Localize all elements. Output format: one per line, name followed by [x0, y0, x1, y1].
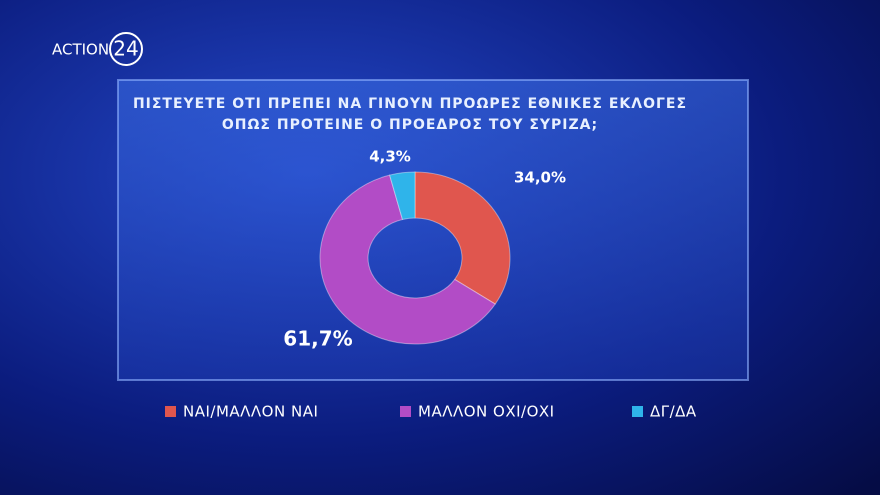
slice — [319, 174, 496, 345]
legend-swatch — [632, 406, 643, 417]
legend-label: ΜΑΛΛΟΝ ΟΧΙ/ΟΧΙ — [418, 403, 555, 421]
slice — [414, 171, 511, 305]
chart-title: ΟΠΩΣ ΠΡΟΤΕΙΝΕ Ο ΠΡΟΕΔΡΟΣ ΤΟΥ ΣΥΡΙΖΑ; — [222, 117, 598, 133]
value-label: 34,0% — [514, 169, 566, 187]
chart-title: ΠΙΣΤΕΥΕΤΕ ΟΤΙ ΠΡΕΠΕΙ ΝΑ ΓΙΝΟΥΝ ΠΡΟΩΡΕΣ Ε… — [133, 96, 687, 112]
logo-text: ACTION — [52, 41, 109, 59]
legend-label: ΔΓ/ΔΑ — [650, 403, 697, 421]
value-label: 61,7% — [283, 327, 352, 351]
legend-label: ΝΑΙ/ΜΑΛΛΟΝ ΝΑΙ — [183, 403, 318, 421]
value-label: 4,3% — [369, 148, 411, 166]
logo-ring — [109, 32, 143, 66]
slice — [389, 171, 416, 221]
legend-swatch — [165, 406, 176, 417]
logo-number: 24 — [113, 37, 138, 61]
legend-swatch — [400, 406, 411, 417]
